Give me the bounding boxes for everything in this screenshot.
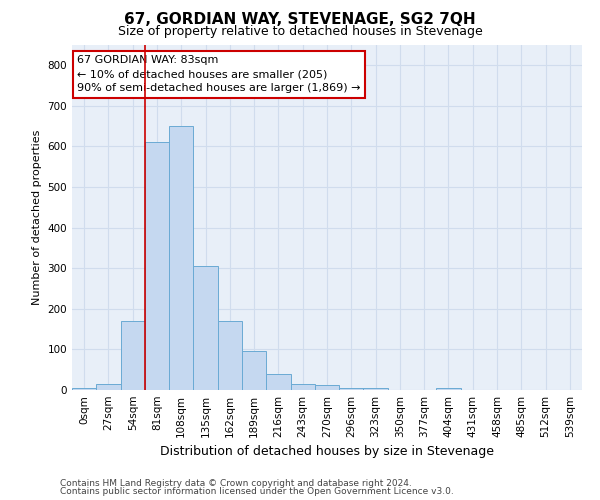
Text: Contains public sector information licensed under the Open Government Licence v3: Contains public sector information licen… bbox=[60, 487, 454, 496]
Text: Contains HM Land Registry data © Crown copyright and database right 2024.: Contains HM Land Registry data © Crown c… bbox=[60, 478, 412, 488]
Bar bbox=[218, 321, 242, 390]
Bar bbox=[436, 388, 461, 390]
X-axis label: Distribution of detached houses by size in Stevenage: Distribution of detached houses by size … bbox=[160, 446, 494, 458]
Y-axis label: Number of detached properties: Number of detached properties bbox=[32, 130, 42, 305]
Bar bbox=[339, 388, 364, 390]
Bar bbox=[266, 374, 290, 390]
Bar bbox=[315, 385, 339, 390]
Bar bbox=[169, 126, 193, 390]
Bar bbox=[242, 350, 266, 390]
Bar bbox=[290, 384, 315, 390]
Text: 67, GORDIAN WAY, STEVENAGE, SG2 7QH: 67, GORDIAN WAY, STEVENAGE, SG2 7QH bbox=[124, 12, 476, 28]
Text: Size of property relative to detached houses in Stevenage: Size of property relative to detached ho… bbox=[118, 25, 482, 38]
Bar bbox=[96, 384, 121, 390]
Bar bbox=[121, 321, 145, 390]
Bar bbox=[145, 142, 169, 390]
Bar bbox=[193, 266, 218, 390]
Bar bbox=[364, 388, 388, 390]
Bar bbox=[72, 388, 96, 390]
Text: 67 GORDIAN WAY: 83sqm
← 10% of detached houses are smaller (205)
90% of semi-det: 67 GORDIAN WAY: 83sqm ← 10% of detached … bbox=[77, 56, 361, 94]
